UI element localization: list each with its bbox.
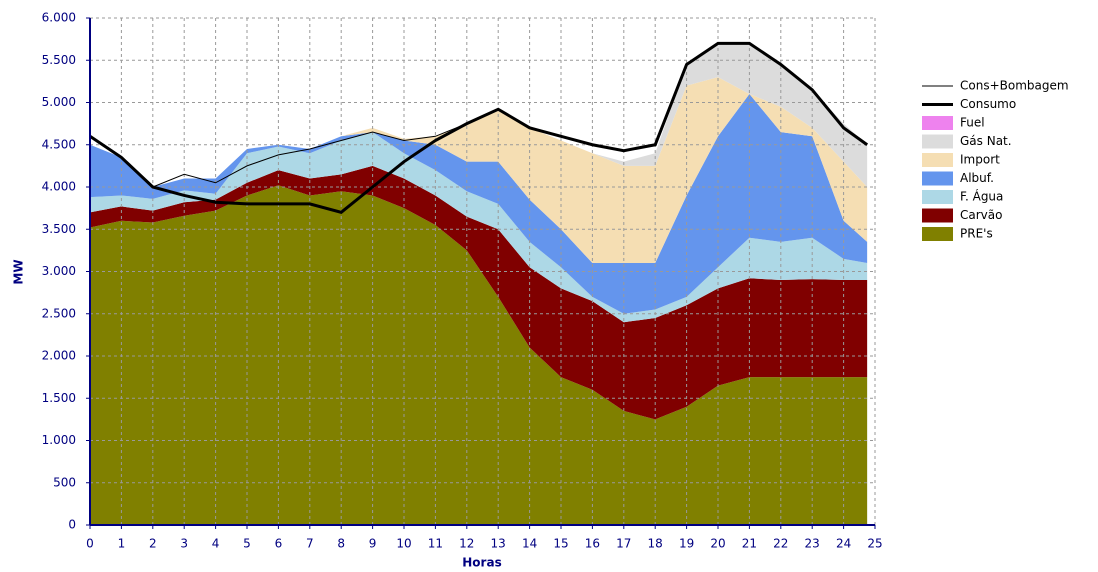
legend-label: Import [960,153,1000,167]
area [90,77,868,264]
legend-label: Gás Nat. [960,134,1012,148]
legend-swatch [922,190,953,204]
x-tick-label: 3 [180,537,188,551]
x-tick-label: 25 [867,537,882,551]
x-tick-label: 22 [773,537,788,551]
line [89,41,869,214]
x-tick-label: 2 [149,537,157,551]
x-tick-label: 4 [212,537,220,551]
legend-label: Fuel [960,116,985,130]
y-tick-label: 5.500 [42,53,76,67]
legend-label: Consumo [960,97,1016,111]
x-tick-label: 21 [742,537,757,551]
legend-swatch [922,171,953,186]
lines [89,41,869,214]
y-tick-label: 0 [68,518,76,532]
y-tick-label: 2.500 [42,306,76,320]
x-tick-label: 24 [836,537,851,551]
x-tick-label: 19 [679,537,694,551]
x-tick-label: 20 [710,537,725,551]
area [90,94,868,314]
x-tick-label: 8 [337,537,345,551]
x-tick-label: 11 [428,537,443,551]
y-tick-label: 5.000 [42,95,76,109]
x-tick-label: 10 [396,537,411,551]
legend-label: Albuf. [960,171,994,185]
x-tick-label: 18 [648,537,663,551]
x-axis-label: Horas [462,556,501,570]
x-tick-label: 14 [522,537,537,551]
legend-swatch [922,153,953,167]
grid [90,17,876,525]
y-axis-label: MW [12,259,26,284]
y-tick-label: 500 [53,475,76,489]
x-tick-label: 0 [86,537,94,551]
legend-swatch [922,134,953,149]
legend-label: Carvão [960,208,1002,222]
x-tick-label: 5 [243,537,251,551]
x-tick-label: 16 [585,537,600,551]
areas [90,43,868,525]
legend-swatch [922,116,953,130]
x-tick-label: 15 [553,537,568,551]
x-tick-label: 12 [459,537,474,551]
x-tick-label: 23 [805,537,820,551]
legend-label: Cons+Bombagem [960,79,1069,93]
y-tick-label: 6.000 [42,11,76,25]
x-tick-label: 7 [306,537,314,551]
y-tick-label: 1.500 [42,391,76,405]
x-tick-label: 1 [118,537,126,551]
y-tick-label: 4.000 [42,180,76,194]
y-tick-label: 1.000 [42,433,76,447]
y-tick-label: 3.000 [42,264,76,278]
legend-swatch [922,208,953,223]
y-tick-label: 4.500 [42,137,76,151]
x-tick-label: 6 [275,537,283,551]
x-tick-label: 9 [369,537,377,551]
y-tick-label: 3.500 [42,222,76,236]
y-tick-label: 2.000 [42,349,76,363]
legend-label: PRE's [960,227,993,241]
x-tick-label: 17 [616,537,631,551]
x-tick-label: 13 [491,537,506,551]
legend-swatch [922,227,953,241]
legend-label: F. Água [960,189,1003,204]
